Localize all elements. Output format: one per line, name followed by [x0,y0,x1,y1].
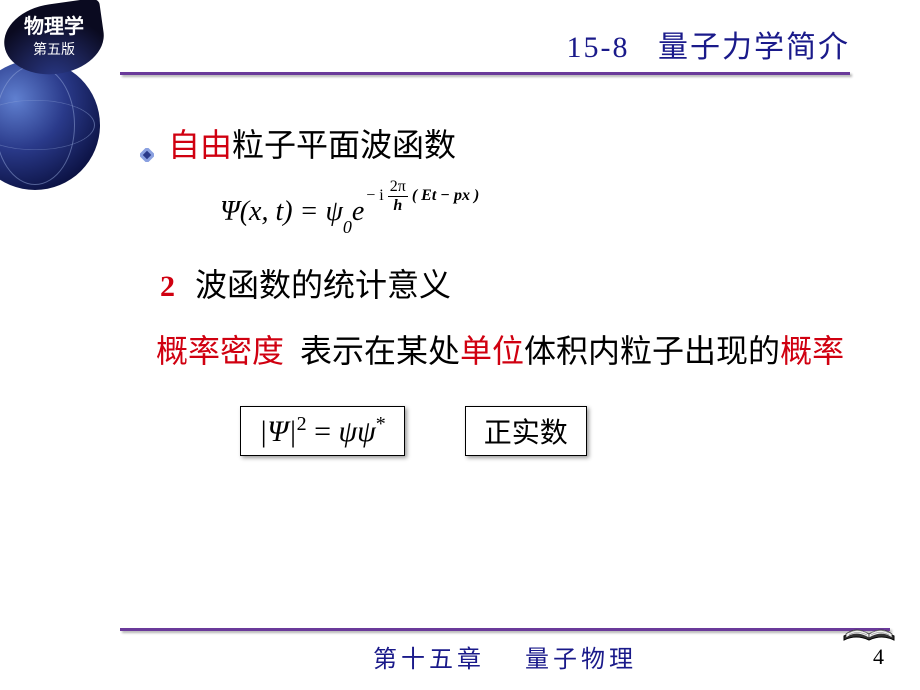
chapter-title-text: 量子力学简介 [658,31,850,64]
footer-chapter: 第十五章 [373,647,485,673]
para-seg4: 体积内粒子出现的 [524,333,780,369]
header-rule [120,72,850,75]
section-number: 2 [160,270,175,303]
exp-fraction: 2π h [388,178,408,214]
diamond-bullet-icon [140,148,154,162]
probability-density-row: |Ψ|2 = ψψ* 正实数 [240,406,870,456]
slide-footer: 第十五章 量子物理 [120,628,890,674]
formula1-lhs: Ψ(x, t) = ψ [220,196,343,227]
f2-eq: = [307,415,339,448]
bullet-text-black: 粒子平面波函数 [232,127,456,163]
frac-numerator: 2π [388,178,408,197]
wave-function-formula: Ψ(x, t) = ψ0e − i 2π h ( Et − px ) [220,178,870,232]
f2-square: 2 [297,413,307,435]
section-2-heading: 2 波函数的统计意义 [160,260,870,306]
chapter-code: 15-8 [567,31,630,64]
f2-right: ψψ [339,415,376,448]
exp-suffix: ( Et − px ) [412,187,479,205]
slide-content: 自由粒子平面波函数 Ψ(x, t) = ψ0e − i 2π h ( Et − … [110,120,870,456]
footer-rule [120,628,890,631]
badge-title: 物理学 [4,4,104,39]
f2-star: * [376,413,386,435]
f2-left: |Ψ| [259,415,297,448]
formula1-e: e [352,196,364,227]
formula1-exponent: − i 2π h ( Et − px ) [364,178,479,214]
badge-subtitle: 第五版 [4,39,104,59]
globe-decoration [0,60,100,190]
page-number: 4 [873,644,884,670]
para-seg1: 概率密度 [156,333,284,369]
bullet-heading: 自由粒子平面波函数 [140,120,870,166]
para-seg5: 概率 [780,333,844,369]
chapter-header: 15-8 量子力学简介 [120,22,890,75]
footer-topic: 量子物理 [525,647,637,673]
frac-denominator: h [391,197,404,215]
book-icon [842,604,896,644]
section-title: 波函数的统计意义 [195,267,451,303]
bullet-text-red: 自由 [168,127,232,163]
exp-prefix: − i [366,187,383,205]
positive-real-box: 正实数 [465,406,587,456]
course-badge: 物理学 第五版 [4,4,104,74]
para-seg2: 表示在某处 [300,333,460,369]
para-seg3: 单位 [460,333,524,369]
formula1-subscript: 0 [343,217,352,237]
definition-paragraph: 概率密度 表示在某处单位体积内粒子出现的概率 [100,324,870,378]
probability-formula-box: |Ψ|2 = ψψ* [240,406,405,456]
